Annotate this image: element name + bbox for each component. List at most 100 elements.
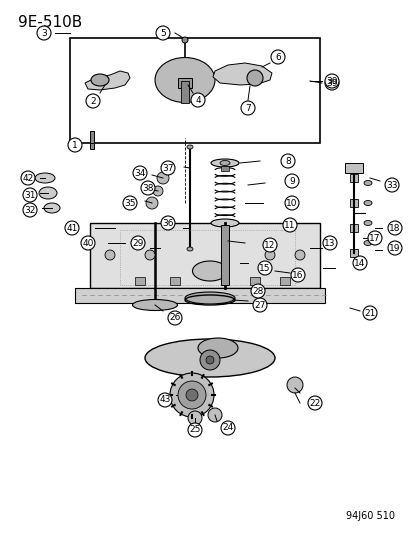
Ellipse shape (363, 221, 371, 225)
Bar (344, 163, 362, 173)
Ellipse shape (132, 300, 177, 311)
Text: 1: 1 (72, 141, 78, 149)
Text: 12: 12 (263, 240, 275, 249)
Circle shape (158, 393, 171, 407)
Circle shape (105, 250, 115, 260)
Circle shape (387, 241, 401, 255)
Circle shape (264, 250, 274, 260)
Ellipse shape (39, 187, 57, 199)
Text: 7: 7 (244, 103, 250, 112)
Circle shape (145, 250, 154, 260)
Text: 39: 39 (325, 77, 337, 85)
Ellipse shape (211, 159, 238, 167)
Circle shape (257, 261, 271, 275)
Circle shape (384, 178, 398, 192)
Circle shape (387, 221, 401, 235)
Circle shape (250, 284, 264, 298)
Ellipse shape (145, 339, 274, 377)
Text: 42: 42 (22, 174, 33, 182)
Circle shape (141, 181, 154, 195)
Text: 8: 8 (285, 157, 290, 166)
Text: 4: 4 (195, 95, 200, 104)
Bar (279, 277, 289, 285)
Text: 17: 17 (368, 233, 380, 243)
Circle shape (324, 76, 338, 90)
Circle shape (161, 216, 175, 230)
Circle shape (161, 161, 175, 175)
Ellipse shape (363, 240, 371, 246)
Circle shape (324, 74, 338, 88)
Bar (170, 277, 180, 285)
Text: 36: 36 (162, 219, 173, 228)
Circle shape (156, 26, 170, 40)
Text: 40: 40 (82, 238, 93, 247)
Bar (349, 224, 357, 232)
Text: 38: 38 (142, 183, 153, 192)
Bar (249, 277, 259, 285)
Circle shape (68, 138, 82, 152)
Ellipse shape (363, 200, 371, 206)
Circle shape (37, 26, 51, 40)
Bar (75, 288, 324, 303)
Circle shape (170, 373, 214, 417)
Text: 5: 5 (160, 28, 166, 37)
Ellipse shape (187, 145, 192, 149)
Circle shape (182, 37, 188, 43)
Text: 9E-510B: 9E-510B (18, 15, 82, 30)
Ellipse shape (219, 160, 230, 166)
Circle shape (153, 186, 163, 196)
Text: 94J60 510: 94J60 510 (345, 511, 394, 521)
Bar (180, 81, 189, 103)
Text: 11: 11 (284, 221, 295, 230)
Circle shape (168, 311, 182, 325)
Circle shape (221, 421, 235, 435)
Circle shape (282, 218, 296, 232)
Circle shape (185, 389, 197, 401)
Circle shape (286, 377, 302, 393)
Ellipse shape (185, 292, 235, 304)
Circle shape (23, 203, 37, 217)
Text: 39: 39 (325, 78, 337, 87)
Text: 3: 3 (41, 28, 47, 37)
Circle shape (190, 93, 204, 107)
Text: 27: 27 (254, 301, 265, 310)
Circle shape (188, 411, 202, 425)
Circle shape (362, 306, 376, 320)
Text: 14: 14 (354, 259, 365, 268)
Circle shape (23, 188, 37, 202)
Ellipse shape (192, 261, 227, 281)
Bar (70, 38, 319, 143)
Text: 10: 10 (285, 198, 297, 207)
Circle shape (294, 250, 304, 260)
Ellipse shape (363, 181, 371, 185)
Ellipse shape (211, 219, 238, 227)
Ellipse shape (91, 74, 109, 86)
Circle shape (157, 172, 169, 184)
Circle shape (252, 298, 266, 312)
Text: 2: 2 (90, 96, 95, 106)
Bar (349, 174, 357, 182)
Text: 24: 24 (222, 424, 233, 432)
Text: 31: 31 (24, 190, 36, 199)
Bar (221, 166, 228, 171)
Ellipse shape (187, 247, 192, 251)
Text: 6: 6 (275, 52, 280, 61)
Circle shape (131, 236, 145, 250)
Bar (349, 249, 357, 257)
Circle shape (207, 408, 221, 422)
Ellipse shape (35, 173, 55, 183)
Text: 16: 16 (292, 271, 303, 279)
Text: 33: 33 (385, 181, 397, 190)
Circle shape (146, 197, 158, 209)
Text: 28: 28 (252, 287, 263, 295)
Ellipse shape (197, 338, 237, 358)
Bar (120, 230, 294, 285)
Circle shape (81, 236, 95, 250)
Circle shape (290, 268, 304, 282)
Bar (90, 131, 94, 149)
Circle shape (65, 221, 79, 235)
Circle shape (86, 94, 100, 108)
Bar (349, 199, 357, 207)
Circle shape (262, 238, 276, 252)
Text: 41: 41 (66, 223, 78, 232)
